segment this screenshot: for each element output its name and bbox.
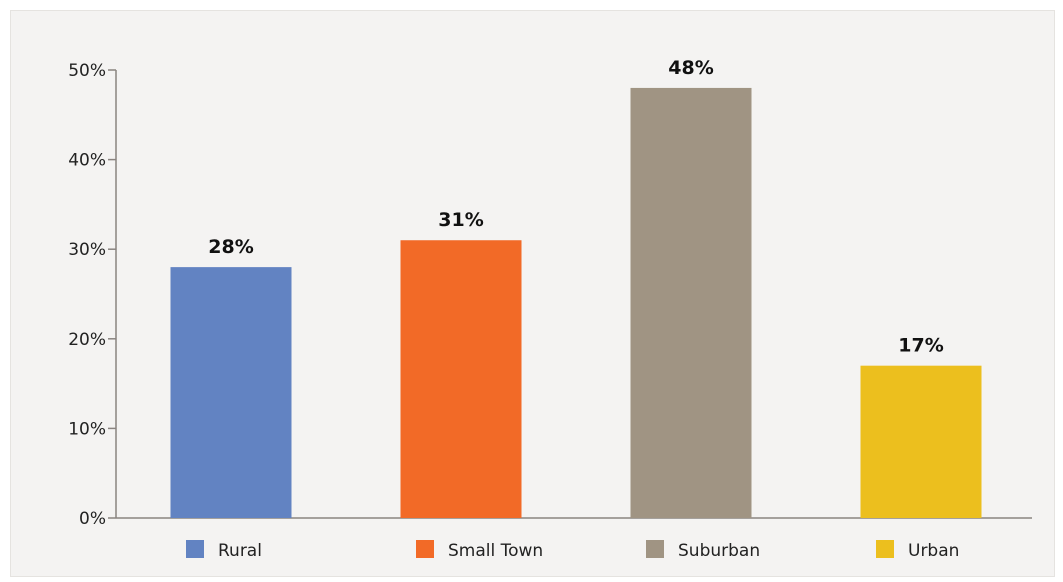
legend-label: Rural: [218, 541, 262, 561]
value-label: 17%: [898, 335, 943, 357]
value-labels: 28% 31% 48% 17%: [208, 57, 943, 357]
y-tick-label: 30%: [68, 240, 106, 260]
legend-label: Suburban: [678, 541, 760, 561]
value-label: 31%: [438, 209, 483, 231]
bar-suburban: [630, 87, 752, 519]
legend-label: Small Town: [448, 541, 543, 561]
value-label: 28%: [208, 236, 253, 258]
bar-rural: [170, 267, 292, 518]
y-tick-label: 50%: [68, 61, 106, 81]
bars: [170, 87, 982, 519]
bar-urban: [860, 365, 982, 518]
y-tick-label: 40%: [68, 151, 106, 171]
legend-swatch: [646, 540, 664, 558]
value-label: 48%: [668, 57, 713, 79]
y-tick-label: 0%: [79, 509, 106, 529]
legend-swatch: [186, 540, 204, 558]
legend-swatch: [876, 540, 894, 558]
y-tick-label: 20%: [68, 330, 106, 350]
bar-small-town: [400, 240, 522, 519]
legend-label: Urban: [908, 541, 959, 561]
y-tick-label: 10%: [68, 419, 106, 439]
legend-swatch: [416, 540, 434, 558]
legend: Rural Small Town Suburban Urban: [186, 540, 959, 561]
